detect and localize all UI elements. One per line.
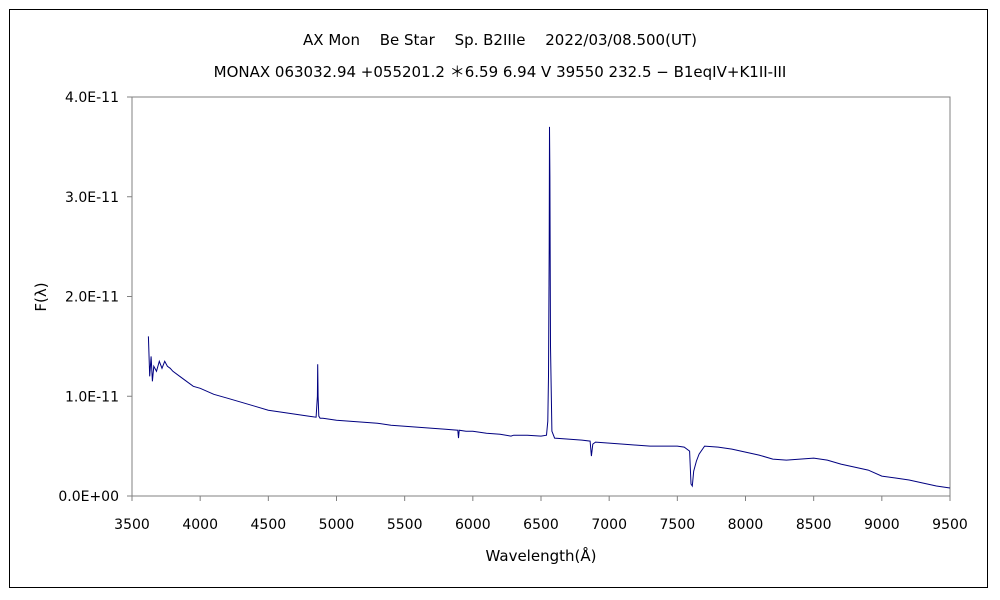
x-tick-label: 9500	[932, 517, 968, 533]
x-tick-label: 3500	[114, 517, 150, 533]
x-axis-label: Wavelength(Å)	[486, 546, 597, 565]
y-axis-label: F(λ)	[32, 282, 50, 311]
x-tick-label: 9000	[864, 517, 900, 533]
y-tick-label: 4.0E-11	[65, 90, 119, 106]
x-tick-label: 4000	[182, 517, 218, 533]
x-tick-label: 7000	[591, 517, 627, 533]
x-tick-label: 5500	[387, 517, 423, 533]
chart-subtitle: MONAX 063032.94 +055201.2 ＊6.59 6.94 V 3…	[213, 63, 787, 81]
x-axis: 3500 4000 4500 5000 5500 6000 6500 7000 7500 8000…	[114, 496, 968, 533]
x-tick-label: 6000	[455, 517, 491, 533]
x-tick-label: 8000	[728, 517, 764, 533]
y-tick-label: 2.0E-11	[65, 290, 119, 306]
x-tick-label: 5000	[319, 517, 355, 533]
x-tick-label: 4500	[251, 517, 287, 533]
y-axis: 0.0E+00 1.0E-11 2.0E-11 3.0E-11 4.0E-11	[58, 90, 132, 505]
x-tick-label: 6500	[523, 517, 559, 533]
spectrum-line	[147, 126, 951, 489]
y-tick-label: 3.0E-11	[65, 190, 119, 206]
chart-title: AX Mon Be Star Sp. B2IIIe 2022/03/08.500…	[303, 31, 697, 49]
plot-area	[131, 96, 951, 497]
y-tick-label: 0.0E+00	[58, 489, 119, 505]
x-tick-label: 7500	[660, 517, 696, 533]
x-tick-label: 8500	[796, 517, 832, 533]
y-tick-label: 1.0E-11	[65, 389, 119, 405]
